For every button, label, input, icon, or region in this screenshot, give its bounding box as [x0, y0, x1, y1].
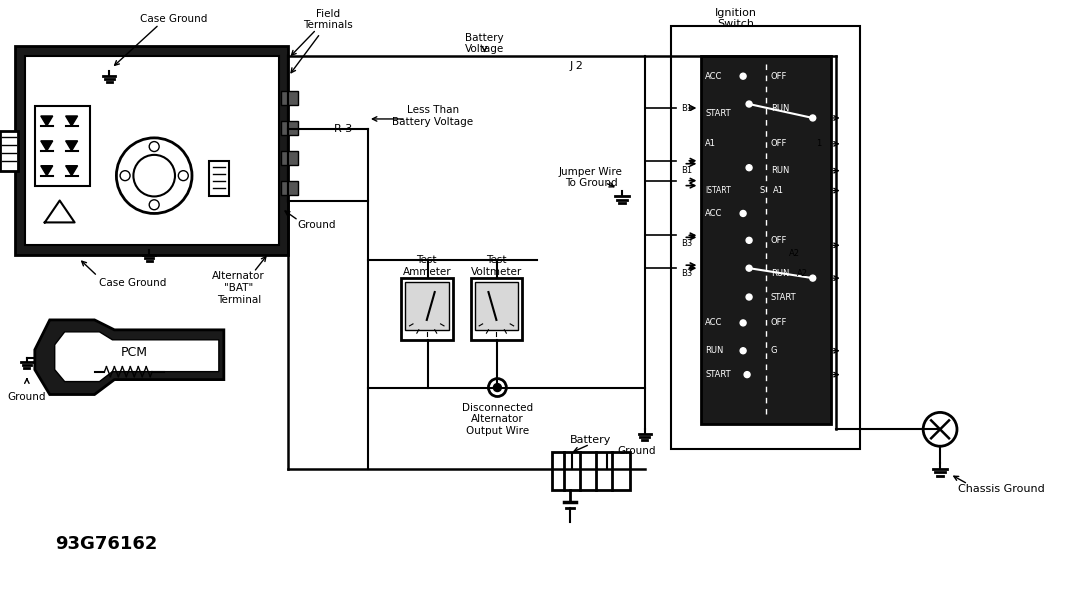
Text: ACC: ACC	[705, 318, 723, 327]
Circle shape	[740, 210, 747, 216]
Bar	[552, 452, 629, 490]
Text: Test
Ammeter: Test Ammeter	[403, 255, 452, 277]
Circle shape	[740, 348, 747, 354]
Text: 93G76162: 93G76162	[54, 535, 158, 553]
Text: 1: 1	[816, 140, 821, 149]
Text: A2: A2	[797, 269, 808, 278]
Circle shape	[809, 115, 816, 121]
Text: Field
Terminals: Field Terminals	[304, 8, 354, 30]
Text: OFF: OFF	[771, 140, 787, 149]
Polygon shape	[35, 320, 224, 394]
Text: Chassis Ground: Chassis Ground	[958, 484, 1045, 494]
Bar	[280, 151, 298, 165]
Text: Alternator
"BAT"
Terminal: Alternator "BAT" Terminal	[212, 271, 265, 304]
Polygon shape	[40, 141, 53, 151]
Circle shape	[149, 200, 159, 210]
Text: S: S	[759, 186, 765, 195]
Bar	[702, 56, 831, 425]
Circle shape	[178, 171, 189, 181]
Text: G: G	[771, 346, 777, 355]
Text: OFF: OFF	[771, 236, 787, 245]
Circle shape	[809, 275, 816, 281]
Bar	[280, 181, 298, 194]
Bar	[0, 131, 18, 171]
Text: Ground: Ground	[7, 393, 46, 402]
Text: Ground: Ground	[297, 220, 335, 230]
Text: RUN: RUN	[771, 269, 789, 278]
Polygon shape	[54, 332, 218, 382]
Text: Disconnected
Alternator
Output Wire: Disconnected Alternator Output Wire	[462, 403, 532, 436]
Circle shape	[747, 165, 752, 171]
Circle shape	[740, 73, 747, 79]
Text: Case Ground: Case Ground	[99, 278, 167, 288]
Circle shape	[747, 265, 752, 271]
Bar	[209, 161, 229, 196]
Bar	[471, 278, 522, 340]
Bar	[672, 27, 861, 449]
Circle shape	[120, 171, 130, 181]
Polygon shape	[66, 141, 78, 151]
Text: START: START	[705, 109, 731, 118]
Text: START: START	[771, 292, 797, 301]
Bar	[24, 56, 279, 245]
Text: Battery: Battery	[570, 435, 611, 445]
Text: PCM: PCM	[120, 346, 148, 359]
Circle shape	[747, 294, 752, 300]
Bar	[400, 278, 453, 340]
Text: R 3: R 3	[334, 124, 353, 134]
Polygon shape	[66, 165, 78, 176]
Text: RUN: RUN	[771, 166, 789, 175]
Text: RUN: RUN	[705, 346, 724, 355]
Text: OFF: OFF	[771, 72, 787, 81]
Text: OFF: OFF	[771, 318, 787, 327]
Text: Battery
Voltage: Battery Voltage	[464, 33, 504, 54]
Text: J 2: J 2	[570, 61, 584, 71]
Text: RUN: RUN	[771, 103, 789, 112]
Circle shape	[740, 320, 747, 326]
Text: Ignition
Switch: Ignition Switch	[715, 8, 757, 29]
Circle shape	[149, 141, 159, 152]
Text: Ground: Ground	[618, 446, 656, 456]
Polygon shape	[40, 165, 53, 176]
Text: ACC: ACC	[705, 209, 723, 218]
Text: Test
Voltmeter: Test Voltmeter	[471, 255, 522, 277]
Circle shape	[133, 155, 175, 196]
Circle shape	[747, 237, 752, 243]
Text: A1: A1	[773, 186, 784, 195]
Circle shape	[923, 413, 957, 446]
Circle shape	[744, 371, 750, 378]
Bar	[405, 282, 448, 330]
Polygon shape	[40, 116, 53, 126]
Text: B1: B1	[682, 103, 692, 112]
Circle shape	[493, 384, 502, 391]
Bar	[15, 47, 289, 255]
Text: Jumper Wire
To Ground: Jumper Wire To Ground	[559, 167, 623, 188]
Text: B3: B3	[682, 269, 692, 278]
Text: A2: A2	[789, 249, 800, 258]
Text: ISTART: ISTART	[705, 186, 731, 195]
Bar	[280, 91, 298, 105]
Text: ACC: ACC	[705, 72, 723, 81]
Text: B1: B1	[682, 166, 692, 175]
Bar	[475, 282, 519, 330]
Circle shape	[489, 379, 506, 396]
Text: A1: A1	[705, 140, 717, 149]
Text: Case Ground: Case Ground	[141, 14, 208, 25]
Polygon shape	[66, 116, 78, 126]
Text: START: START	[705, 370, 731, 379]
Bar	[35, 106, 89, 185]
Bar	[280, 121, 298, 135]
Text: B3: B3	[682, 239, 692, 248]
Circle shape	[747, 101, 752, 107]
Text: Less Than
Battery Voltage: Less Than Battery Voltage	[392, 105, 473, 127]
Circle shape	[116, 138, 192, 213]
